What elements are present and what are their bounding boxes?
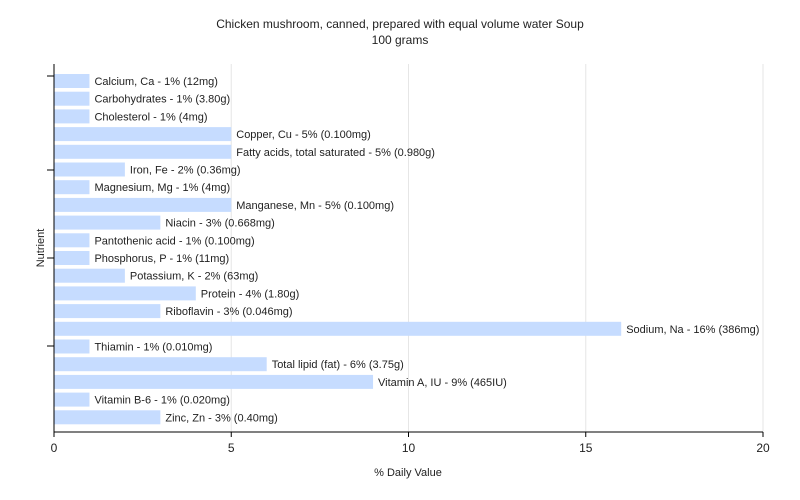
bar	[54, 127, 232, 142]
bar	[54, 197, 232, 212]
bar-label: Fatty acids, total saturated - 5% (0.980…	[236, 147, 435, 159]
bar-label: Pantothenic acid - 1% (0.100mg)	[94, 235, 254, 247]
bar-label: Riboflavin - 3% (0.046mg)	[165, 306, 292, 318]
bar-label: Vitamin A, IU - 9% (465IU)	[378, 377, 507, 389]
bar-label: Carbohydrates - 1% (3.80g)	[94, 94, 230, 106]
bar	[54, 357, 267, 372]
bar	[54, 304, 161, 319]
bar-label: Total lipid (fat) - 6% (3.75g)	[272, 359, 404, 371]
bar	[54, 233, 90, 248]
bar-label: Manganese, Mn - 5% (0.100mg)	[236, 200, 394, 212]
bar-label: Vitamin B-6 - 1% (0.020mg)	[94, 395, 230, 407]
bar	[54, 215, 161, 230]
bar-label: Niacin - 3% (0.668mg)	[165, 218, 274, 230]
bar	[54, 144, 232, 159]
x-tick-label: 20	[756, 441, 770, 455]
bar-label: Iron, Fe - 2% (0.36mg)	[130, 165, 241, 177]
chart-subtitle: 100 grams	[372, 33, 429, 47]
x-tick-label: 15	[579, 441, 593, 455]
bar	[54, 321, 622, 336]
bar-label: Magnesium, Mg - 1% (4mg)	[94, 182, 230, 194]
bar	[54, 339, 90, 354]
bar	[54, 392, 90, 407]
axes: 0 5 10 15 20	[47, 64, 770, 455]
x-tick-label: 0	[51, 441, 58, 455]
bar	[54, 286, 196, 301]
chart-title: Chicken mushroom, canned, prepared with …	[216, 17, 584, 31]
bar	[54, 268, 125, 283]
bars: Calcium, Ca - 1% (12mg) Carbohydrates - 1…	[54, 74, 759, 425]
bar-label: Cholesterol - 1% (4mg)	[94, 111, 207, 123]
bar-label: Thiamin - 1% (0.010mg)	[94, 342, 212, 354]
bar-label: Protein - 4% (1.80g)	[201, 288, 299, 300]
bar	[54, 374, 374, 389]
bar-label: Phosphorus, P - 1% (11mg)	[94, 253, 229, 265]
bar-label: Potassium, K - 2% (63mg)	[130, 271, 258, 283]
bar-label: Calcium, Ca - 1% (12mg)	[94, 76, 217, 88]
bar	[54, 109, 90, 124]
bar-label: Zinc, Zn - 3% (0.40mg)	[165, 412, 277, 424]
x-tick-label: 10	[402, 441, 416, 455]
x-axis-label: % Daily Value	[374, 467, 442, 479]
bar	[54, 74, 90, 88]
x-tick-label: 5	[228, 441, 235, 455]
bar	[54, 251, 90, 265]
bar	[54, 91, 90, 106]
bar-label: Copper, Cu - 5% (0.100mg)	[236, 129, 371, 141]
y-axis-label: Nutrient	[35, 229, 47, 268]
bar	[54, 162, 125, 177]
bar	[54, 410, 161, 425]
bar-label: Sodium, Na - 16% (386mg)	[626, 324, 759, 336]
bar	[54, 180, 90, 195]
